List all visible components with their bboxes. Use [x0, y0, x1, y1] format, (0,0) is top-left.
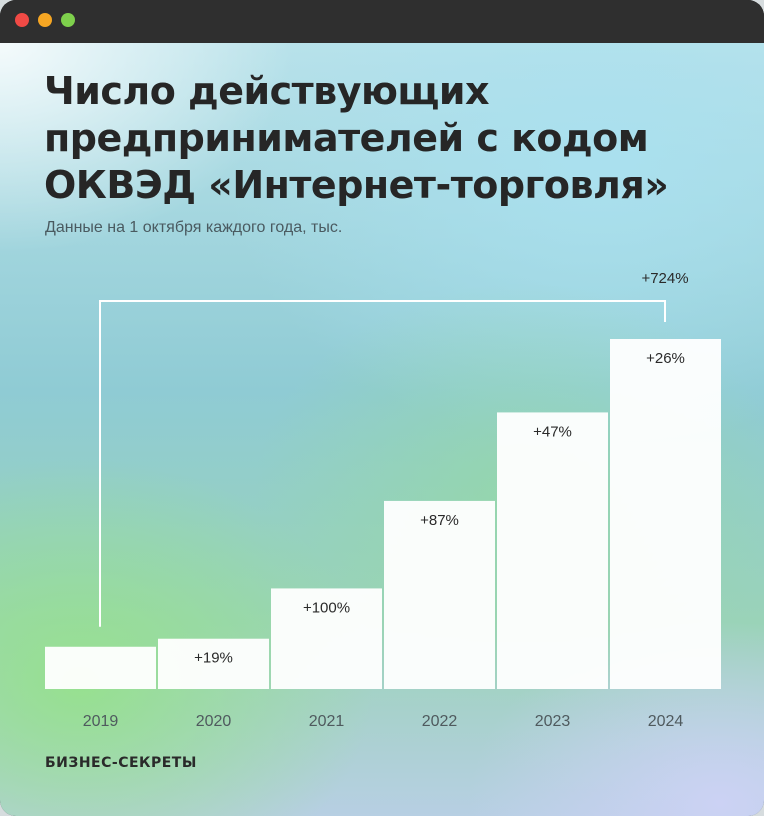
bar-data-label: +100% [303, 599, 350, 616]
chart-title-line: Число действующих [44, 69, 490, 113]
close-window-icon[interactable] [15, 13, 29, 27]
bar-data-label: +47% [533, 423, 572, 440]
bar-data-label: +19% [194, 650, 233, 667]
chart-title-line: предпринимателей с кодом [44, 116, 649, 160]
bar-data-label: +26% [646, 350, 685, 367]
x-tick-label: 2024 [648, 713, 684, 730]
bar [45, 646, 156, 689]
bar [610, 339, 721, 689]
total-change-label: +724% [641, 270, 688, 287]
chart-subtitle: Данные на 1 октября каждого года, тыс. [45, 219, 343, 236]
chart-title: Число действующих предпринимателей с код… [44, 68, 724, 209]
x-tick-label: 2023 [535, 713, 571, 730]
bar-data-label: +87% [420, 512, 459, 529]
chart-title-line: ОКВЭД «Интернет-торговля» [44, 163, 669, 207]
x-tick-label: 2020 [196, 713, 232, 730]
bar [158, 638, 269, 689]
maximize-window-icon[interactable] [61, 13, 75, 27]
infographic-card: Число действующих предпринимателей с код… [0, 43, 764, 816]
bar [384, 500, 495, 689]
minimize-window-icon[interactable] [38, 13, 52, 27]
brand-logo-text: БИЗНЕС-СЕКРЕТЫ [45, 755, 197, 771]
x-tick-label: 2022 [422, 713, 458, 730]
bar-chart: 2019 +19% 2020 +100% 2021 +87% 2022 +47% 2023 +26… [45, 270, 721, 730]
bar [271, 588, 382, 689]
x-tick-label: 2021 [309, 713, 345, 730]
total-change-bracket [99, 300, 666, 627]
x-tick-label: 2019 [83, 713, 119, 730]
window-titlebar [0, 0, 764, 43]
bar [497, 412, 608, 689]
